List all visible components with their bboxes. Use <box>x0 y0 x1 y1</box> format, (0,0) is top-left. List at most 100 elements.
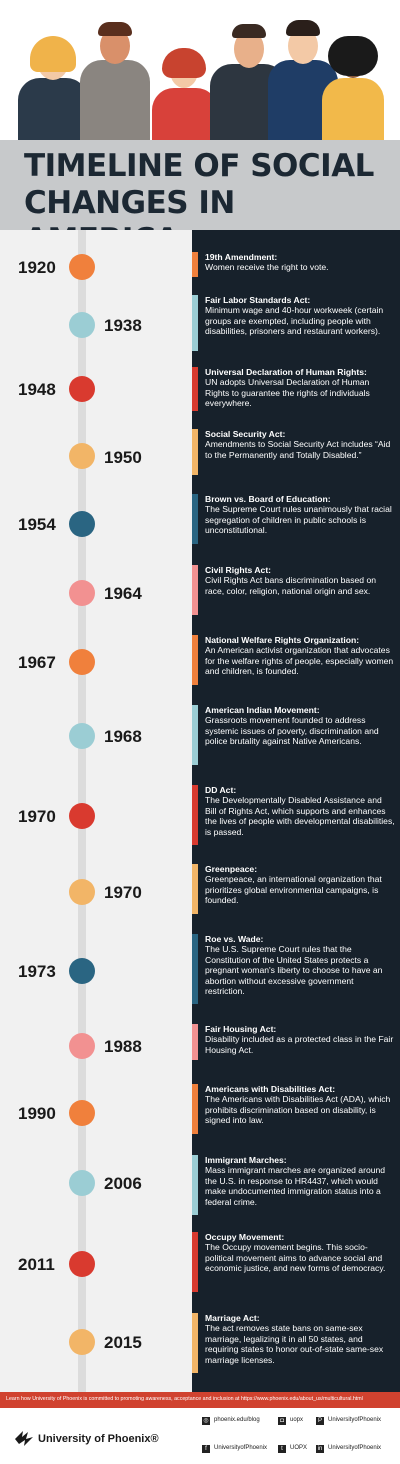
year-label: 1967 <box>18 653 56 672</box>
timeline-entry: Immigrant Marches: Mass immigrant marches… <box>192 1155 400 1215</box>
timeline-entry: Universal Declaration of Human Rights: UN… <box>192 367 400 411</box>
page-title: TIMELINE OF SOCIAL CHANGES IN AMERICA <box>24 148 374 258</box>
timeline-entry: Civil Rights Act: Civil Rights Act bans d… <box>192 565 400 615</box>
timeline-entry: Social Security Act: Amendments to Social… <box>192 429 400 475</box>
linkedin-icon: in <box>316 1445 324 1453</box>
year-label: 2015 <box>104 1333 142 1352</box>
year-label: 1988 <box>104 1037 142 1056</box>
event-title: Civil Rights Act: <box>205 565 272 575</box>
event-title: National Welfare Rights Organization: <box>205 635 360 645</box>
event-body: Disability included as a protected class… <box>205 1034 394 1055</box>
year-label: 1954 <box>18 515 56 534</box>
timeline-entry: Americans with Disabilities Act: The Amer… <box>192 1084 400 1134</box>
event-title: Fair Housing Act: <box>205 1024 277 1034</box>
timeline-entry: DD Act: The Developmentally Disabled Assi… <box>192 785 400 845</box>
timeline-entry: Roe vs. Wade: The U.S. Supreme Court rule… <box>192 934 400 1004</box>
event-body: An American activist organization that a… <box>205 645 394 677</box>
year-label: 1964 <box>104 584 142 603</box>
timeline-dot <box>69 511 95 537</box>
timeline-entry: American Indian Movement: Grassroots move… <box>192 705 400 765</box>
year-label: 1938 <box>104 316 142 335</box>
event-title: American Indian Movement: <box>205 705 320 715</box>
event-body: The Americans with Disabilities Act (ADA… <box>205 1094 391 1126</box>
timeline-entry: 19th Amendment: Women receive the right t… <box>192 252 400 277</box>
footer: University of Phoenix® ◎ phoenix.edu/blog… <box>0 1408 400 1464</box>
event-body: Women receive the right to vote. <box>205 262 329 273</box>
timeline-dot <box>69 376 95 402</box>
timeline-entry: National Welfare Rights Organization: An … <box>192 635 400 685</box>
timeline-entry: Fair Housing Act: Disability included as … <box>192 1024 400 1060</box>
year-label: 1920 <box>18 258 56 277</box>
year-label: 2006 <box>104 1174 142 1193</box>
social-link-linkedin[interactable]: in UniversityofPhoenix <box>316 1445 382 1453</box>
event-title: Occupy Movement: <box>205 1232 285 1242</box>
timeline-dot <box>69 254 95 280</box>
header-illustration <box>0 0 400 140</box>
social-link-instagram[interactable]: ◘ uopx <box>278 1417 303 1425</box>
event-body: The act removes state bans on same-sex m… <box>205 1323 384 1365</box>
year-label: 1970 <box>104 883 142 902</box>
timeline-entry: Fair Labor Standards Act: Minimum wage an… <box>192 295 400 351</box>
timeline-dot <box>69 723 95 749</box>
timeline-dot <box>69 1329 95 1355</box>
event-title: Universal Declaration of Human Rights: <box>205 367 367 377</box>
event-body: Minimum wage and 40-hour workweek (certa… <box>205 305 384 337</box>
timeline-dot <box>69 1251 95 1277</box>
footer-note-band: Learn how University of Phoenix is commi… <box>0 1392 400 1408</box>
person-illustration <box>148 48 222 140</box>
social-link-blog[interactable]: ◎ phoenix.edu/blog <box>202 1417 260 1425</box>
timeline-entry: Brown vs. Board of Education: The Supreme… <box>192 494 400 544</box>
event-title: Immigrant Marches: <box>205 1155 287 1165</box>
event-title: Roe vs. Wade: <box>205 934 264 944</box>
year-label: 1948 <box>18 380 56 399</box>
event-body: Civil Rights Act bans discrimination bas… <box>205 575 377 596</box>
timeline-entry: Occupy Movement: The Occupy movement begi… <box>192 1232 400 1292</box>
instagram-icon: ◘ <box>278 1417 286 1425</box>
event-body: The Occupy movement begins. This socio-p… <box>205 1242 386 1274</box>
event-title: DD Act: <box>205 785 237 795</box>
event-body: UN adopts Universal Declaration of Human… <box>205 377 370 409</box>
social-link-facebook[interactable]: f UniversityofPhoenix <box>202 1445 267 1453</box>
timeline-dot <box>69 803 95 829</box>
event-title: Americans with Disabilities Act: <box>205 1084 336 1094</box>
event-body: Grassroots movement founded to address s… <box>205 715 379 747</box>
social-link-twitter[interactable]: t UOPX <box>278 1445 307 1453</box>
timeline-dot <box>69 1100 95 1126</box>
year-label: 1950 <box>104 448 142 467</box>
title-band: TIMELINE OF SOCIAL CHANGES IN AMERICA <box>0 140 400 258</box>
timeline-dot <box>69 312 95 338</box>
year-label: 1970 <box>18 807 56 826</box>
phoenix-logo-icon <box>15 1431 33 1446</box>
year-label: 1973 <box>18 962 56 981</box>
timeline-dot <box>69 958 95 984</box>
twitter-icon: t <box>278 1445 286 1453</box>
brand-name: University of Phoenix® <box>38 1433 159 1445</box>
event-title: Greenpeace: <box>205 864 258 874</box>
event-body: The Supreme Court rules unanimously that… <box>205 504 392 536</box>
event-body: The U.S. Supreme Court rules that the Co… <box>205 944 383 997</box>
person-illustration <box>18 36 88 140</box>
person-illustration <box>322 36 384 140</box>
timeline-dot <box>69 1033 95 1059</box>
event-body: Mass immigrant marches are organized aro… <box>205 1165 386 1207</box>
event-title: Marriage Act: <box>205 1313 260 1323</box>
globe-icon: ◎ <box>202 1417 210 1425</box>
event-title: 19th Amendment: <box>205 252 278 262</box>
social-link-pinterest[interactable]: P UniversityofPhoenix <box>316 1417 382 1425</box>
timeline-dot <box>69 580 95 606</box>
facebook-icon: f <box>202 1445 210 1453</box>
event-title: Social Security Act: <box>205 429 286 439</box>
footer-note[interactable]: Learn how University of Phoenix is commi… <box>6 1396 363 1402</box>
timeline-entry: Marriage Act: The act removes state bans … <box>192 1313 400 1373</box>
year-label: 1990 <box>18 1104 56 1123</box>
event-title: Fair Labor Standards Act: <box>205 295 311 305</box>
timeline-entry: Greenpeace: Greenpeace, an international … <box>192 864 400 914</box>
person-illustration <box>80 18 150 140</box>
year-label: 1968 <box>104 727 142 746</box>
timeline-years-column <box>0 230 192 1392</box>
timeline-dot <box>69 879 95 905</box>
pinterest-icon: P <box>316 1417 324 1425</box>
year-label: 2011 <box>18 1255 55 1274</box>
timeline-dot <box>69 443 95 469</box>
event-title: Brown vs. Board of Education: <box>205 494 331 504</box>
